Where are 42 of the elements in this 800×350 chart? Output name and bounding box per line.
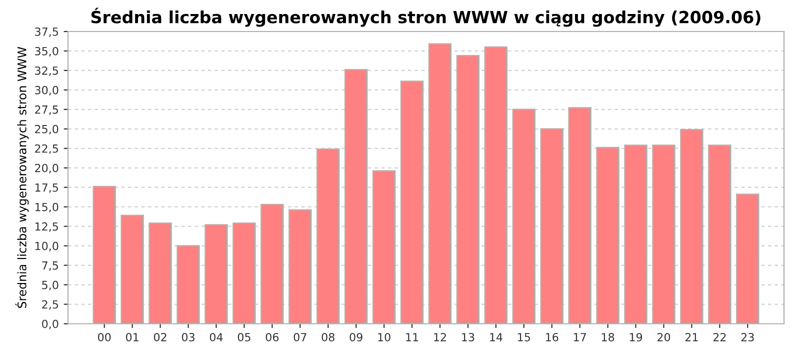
x-tick-label: 02 xyxy=(154,332,166,342)
y-tick-label: 30,0 xyxy=(35,86,58,96)
x-tick-label: 03 xyxy=(182,332,194,342)
x-tick-label: 13 xyxy=(462,332,474,342)
x-tick-label: 07 xyxy=(294,332,306,342)
x-tick-label: 19 xyxy=(630,332,642,342)
x-tick-label: 20 xyxy=(657,332,670,342)
x-tick-label: 09 xyxy=(350,332,362,342)
chart-title: Średnia liczba wygenerowanych stron WWW w ciągu godziny (2009.06) xyxy=(91,8,760,27)
x-tick-label: 08 xyxy=(322,332,334,342)
y-tick-label: 37,5 xyxy=(35,27,58,38)
x-tick-label: 12 xyxy=(434,332,446,342)
x-tick-label: 14 xyxy=(490,333,502,342)
x-tick-label: 11 xyxy=(406,333,418,342)
x-tick-label: 21 xyxy=(685,332,698,342)
x-tick-label: 00 xyxy=(98,332,111,342)
y-tick-label: 17,5 xyxy=(35,183,58,193)
x-tick-label: 05 xyxy=(238,332,250,342)
x-tick-label: 01 xyxy=(126,332,138,342)
x-tick-label: 17 xyxy=(574,333,586,342)
x-tick-label: 18 xyxy=(602,332,614,342)
x-tick-label: 23 xyxy=(741,332,754,342)
y-tick-label: 2,5 xyxy=(42,300,58,310)
y-tick-label: 27,5 xyxy=(35,105,58,115)
y-tick-label: 12,5 xyxy=(35,222,58,232)
x-tick-label: 06 xyxy=(266,332,279,342)
y-tick-label: 15,0 xyxy=(35,202,58,212)
x-tick-label: 16 xyxy=(546,332,558,342)
y-tick-label: 5,0 xyxy=(42,280,58,290)
y-tick-label: 32,5 xyxy=(35,66,58,76)
y-tick-label: 0,0 xyxy=(42,320,58,330)
y-tick-label: 25,0 xyxy=(35,124,58,134)
x-tick-label: 15 xyxy=(518,333,530,342)
y-axis-title: Średnia liczba wygenerowanych stron WWW xyxy=(15,46,29,308)
y-tick-label: 10,0 xyxy=(35,242,58,252)
x-tick-label: 22 xyxy=(713,332,726,342)
x-tick-label: 04 xyxy=(210,332,223,342)
y-tick-label: 7,5 xyxy=(42,261,58,271)
y-tick-label: 20,0 xyxy=(35,164,58,174)
x-tick-label: 10 xyxy=(378,332,390,342)
y-tick-label: 35,0 xyxy=(35,46,58,56)
y-tick-label: 22,5 xyxy=(35,144,58,154)
